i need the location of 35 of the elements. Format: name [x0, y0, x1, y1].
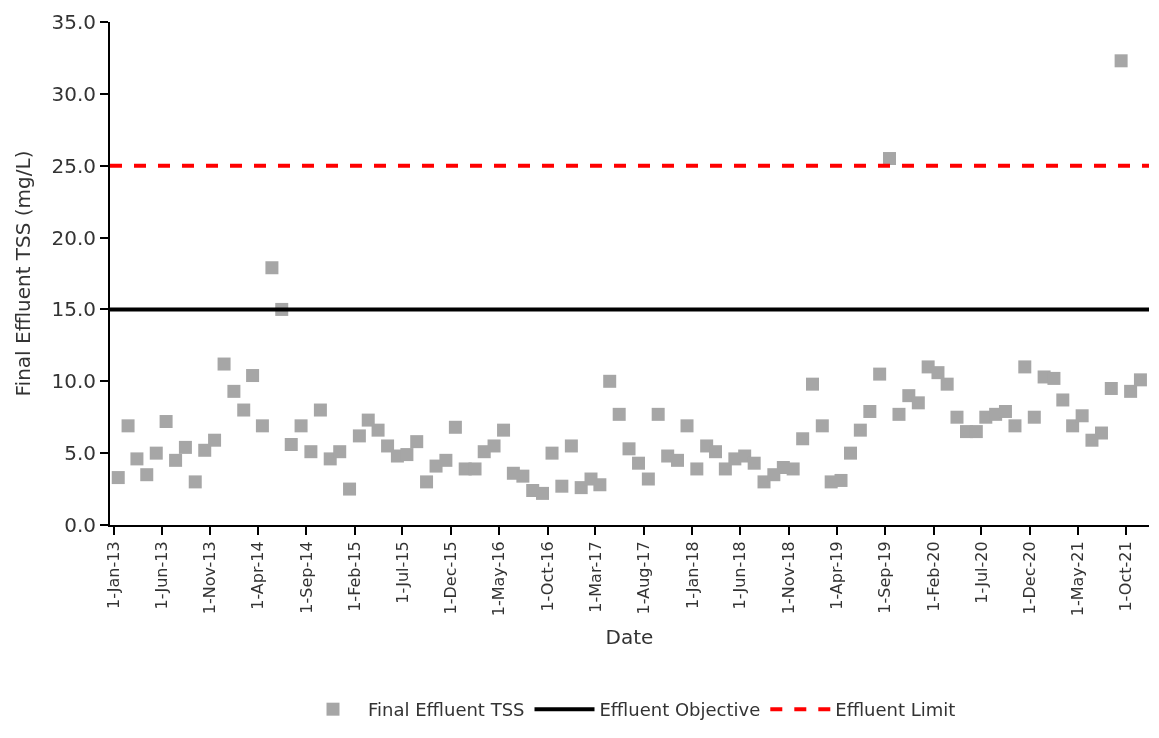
x-tick-label: 1-Feb-15: [345, 541, 365, 612]
x-tick-label: 1-Dec-20: [1020, 541, 1040, 615]
x-tick-label: 1-Jun-13: [151, 541, 171, 610]
legend-label: Effluent Objective: [599, 699, 761, 721]
legend-label: Final Effluent TSS: [368, 699, 525, 721]
x-tick-label: 1-Feb-20: [923, 541, 943, 612]
y-tick-label: 30.0: [51, 81, 96, 106]
y-tick-label: 20.0: [51, 225, 96, 250]
x-tick-label: 1-Nov-13: [200, 541, 220, 615]
x-tick-label: 1-Jan-18: [682, 541, 702, 610]
y-tick-label: 5.0: [64, 441, 96, 466]
y-tick-label: 15.0: [51, 297, 96, 322]
x-tick-label: 1-Sep-19: [875, 541, 895, 614]
y-tick-label: 35.0: [51, 10, 96, 34]
x-tick-label: 1-Jun-18: [730, 541, 750, 610]
x-tick-label: 1-Jan-13: [104, 541, 123, 610]
x-tick-label: 1-May-16: [489, 541, 509, 617]
x-tick-label: 1-Sep-14: [296, 541, 316, 614]
x-axis-title: Date: [605, 625, 654, 650]
x-tick-label: 1-Dec-15: [441, 541, 461, 615]
x-tick-label: 1-Apr-14: [248, 541, 268, 610]
x-tick-label: 1-Jul-15: [392, 541, 412, 604]
x-tick-label: 1-Jul-20: [971, 541, 991, 604]
legend-label: Effluent Limit: [835, 699, 956, 721]
x-tick-label: 1-Mar-17: [585, 541, 605, 613]
y-tick-label: 25.0: [51, 153, 96, 178]
x-tick-label: 1-Nov-18: [778, 541, 798, 615]
x-tick-label: 1-Apr-19: [826, 541, 846, 610]
y-tick-label: 0.0: [64, 513, 96, 537]
y-tick-label: 10.0: [51, 369, 96, 394]
x-tick-label: 1-Aug-17: [634, 541, 654, 615]
x-tick-label: 1-Oct-21: [1116, 541, 1136, 612]
x-tick-label: 1-Oct-16: [537, 541, 557, 612]
y-axis-title: Final Effluent TSS (mg/L): [11, 150, 36, 397]
x-tick-label: 1-May-21: [1067, 541, 1087, 617]
